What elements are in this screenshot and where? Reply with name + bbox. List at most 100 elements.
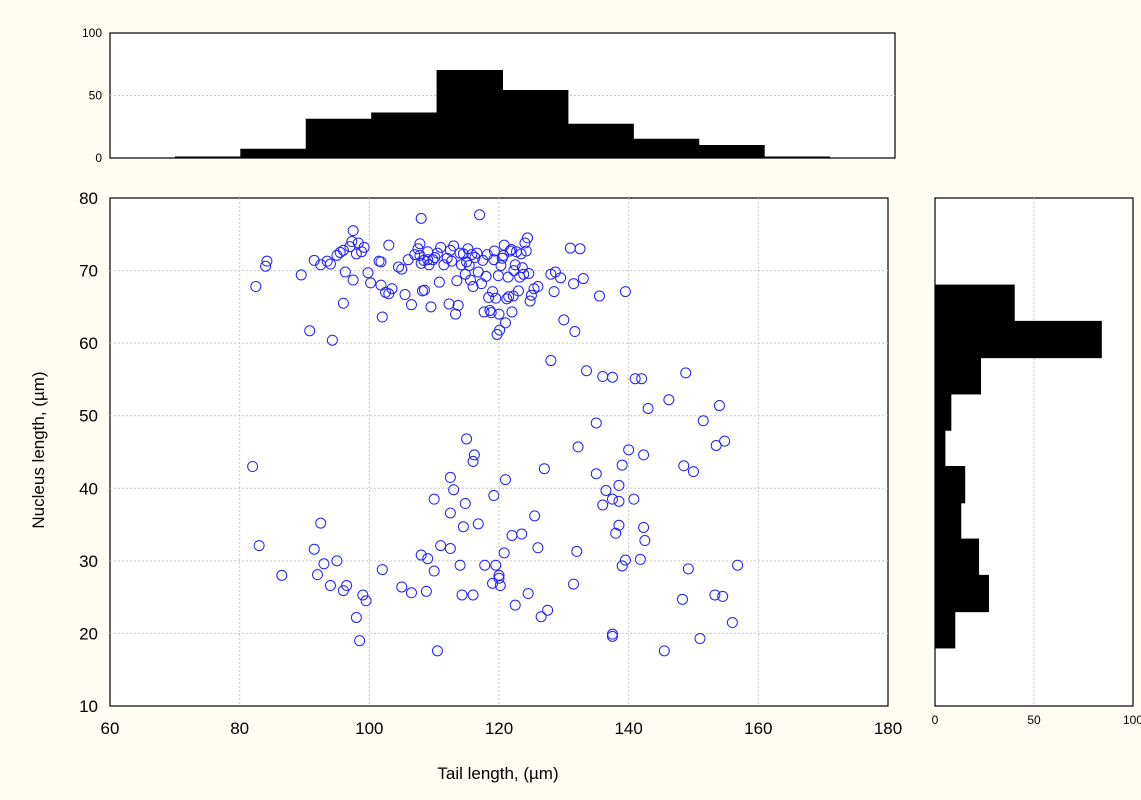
scatter-point <box>415 212 427 224</box>
scatter-point <box>709 589 721 601</box>
right-hist-bar <box>934 357 982 395</box>
scatter-point <box>490 559 502 571</box>
x-tick-label: 160 <box>744 719 772 738</box>
y-tick-label: 50 <box>79 407 98 426</box>
top-hist-tick-label: 50 <box>89 89 103 103</box>
scatter-point <box>569 326 581 338</box>
scatter-point <box>515 248 527 260</box>
scatter-point <box>471 247 483 259</box>
scatter-point <box>610 527 622 539</box>
scatter-point <box>456 589 468 601</box>
scatter-point <box>464 274 476 286</box>
scatter-point <box>474 209 486 221</box>
scatter-point <box>433 276 445 288</box>
scatter-point <box>558 314 570 326</box>
scatter-point <box>435 241 447 253</box>
right-hist-bar <box>934 284 1015 322</box>
scatter-point <box>412 243 424 255</box>
scatter-point <box>376 564 388 576</box>
scatter-point <box>538 463 550 475</box>
scatter-point <box>516 262 528 274</box>
y-tick-label: 40 <box>79 479 98 498</box>
scatter-point <box>443 298 455 310</box>
x-axis-label: Tail length, (µm) <box>437 764 558 783</box>
right-histogram: 0 50 100 <box>932 197 1141 727</box>
scatter-point <box>548 286 560 298</box>
scatter-point <box>461 433 473 445</box>
scatter-point <box>304 325 316 337</box>
scatter-point <box>619 286 631 298</box>
scatter-point <box>393 261 405 273</box>
x-tick-label: 80 <box>230 719 249 738</box>
scatter-point <box>315 517 327 529</box>
scatter-point <box>636 373 648 385</box>
scatter-point <box>454 559 466 571</box>
scatter-point <box>250 281 262 293</box>
scatter-point <box>568 578 580 590</box>
scatter-point <box>350 611 362 623</box>
scatter-point <box>487 577 499 589</box>
scatter-point <box>431 645 443 657</box>
scatter-point <box>572 441 584 453</box>
scatter-point <box>642 402 654 414</box>
scatter-point <box>545 355 557 367</box>
scatter-point <box>331 555 343 567</box>
scatter-plot: 60 80 100 120 140 160 180 10 20 30 40 50 60 70 80 <box>79 189 902 738</box>
scatter-point <box>502 271 514 283</box>
scatter-point <box>337 297 349 309</box>
scatter-point <box>732 559 744 571</box>
scatter-point <box>568 278 580 290</box>
scatter-point <box>542 604 554 616</box>
scatter-point <box>628 493 640 505</box>
scatter-point <box>555 272 567 284</box>
scatter-point <box>247 461 259 473</box>
scatter-point <box>483 291 495 303</box>
top-hist-bar <box>567 123 634 159</box>
scatter-point <box>422 254 434 266</box>
scatter-point <box>512 285 524 297</box>
right-hist-tick-label: 0 <box>932 713 939 727</box>
scatter-point <box>463 259 475 271</box>
top-hist-bar <box>371 112 438 159</box>
scatter-point <box>339 266 351 278</box>
scatter-point <box>597 499 609 511</box>
scatter-point <box>717 590 729 602</box>
top-hist-bar <box>305 118 373 159</box>
scatter-point <box>613 495 625 507</box>
scatter-point <box>571 545 583 557</box>
top-hist-bar <box>436 70 504 159</box>
scatter-point <box>435 540 447 552</box>
scatter-point <box>719 435 731 447</box>
scatter-point <box>396 581 408 593</box>
scatter-point <box>467 281 479 293</box>
scatter-point <box>350 248 362 260</box>
scatter-point <box>354 635 366 647</box>
scatter-point <box>311 569 323 581</box>
scatter-point <box>485 307 497 319</box>
scatter-point <box>639 535 651 547</box>
scatter-point <box>509 599 521 611</box>
scatter-point <box>431 247 443 259</box>
scatter-point <box>535 611 547 623</box>
scatter-point <box>451 275 463 287</box>
scatter-point <box>418 284 430 296</box>
scatter-point <box>295 269 307 281</box>
scatter-point <box>358 241 370 253</box>
scatter-point <box>525 289 537 301</box>
scatter-point <box>494 324 506 336</box>
scatter-point <box>490 292 502 304</box>
scatter-point <box>376 311 388 323</box>
top-hist-bar <box>502 90 569 159</box>
scatter-point <box>499 317 511 329</box>
top-hist-bar <box>698 145 765 159</box>
scatter-point <box>324 258 336 270</box>
scatter-point <box>444 471 456 483</box>
scatter-point <box>506 306 518 318</box>
scatter-point <box>710 439 722 451</box>
scatter-point <box>590 468 602 480</box>
y-tick-label: 70 <box>79 262 98 281</box>
top-hist-bar <box>174 156 242 159</box>
y-tick-label: 20 <box>79 624 98 643</box>
scatter-point <box>488 245 500 257</box>
scatter-point <box>326 334 338 346</box>
